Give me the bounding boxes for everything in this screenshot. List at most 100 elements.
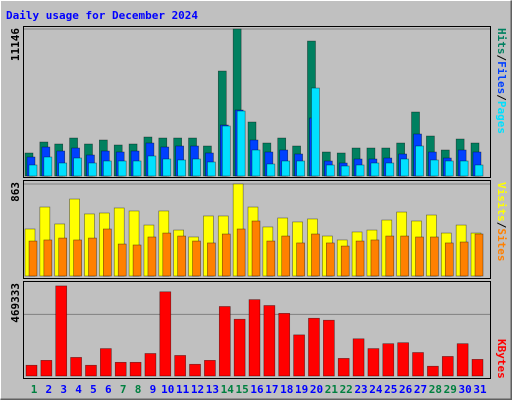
bar <box>103 160 112 177</box>
bar <box>251 220 261 277</box>
bar <box>474 233 484 277</box>
bar <box>70 357 82 377</box>
x-tick-label: 8 <box>135 383 142 396</box>
bar <box>177 159 186 177</box>
bar <box>281 235 291 277</box>
bar <box>441 356 454 377</box>
bar <box>174 355 186 377</box>
bar <box>415 145 424 177</box>
bar <box>266 163 276 177</box>
legend-entry: KBytes <box>495 339 508 379</box>
x-tick-label: 10 <box>161 383 174 396</box>
x-tick-label: 9 <box>150 383 157 396</box>
bar <box>430 236 439 277</box>
legend-entry: Hits <box>495 28 508 55</box>
bar <box>207 161 216 177</box>
bar <box>266 240 276 277</box>
x-tick-label: 30 <box>459 383 472 396</box>
bar <box>326 164 335 177</box>
legend-entry: Visits <box>495 182 508 222</box>
bar <box>207 242 216 277</box>
bar <box>311 87 320 177</box>
bar <box>340 165 350 177</box>
x-tick-label: 18 <box>280 383 293 396</box>
bar <box>159 291 172 377</box>
bar <box>189 363 201 377</box>
bar <box>132 244 142 277</box>
x-tick-label: 6 <box>105 383 112 396</box>
bar <box>251 149 261 177</box>
bar <box>103 228 112 277</box>
legend-entry: Pages <box>495 101 508 134</box>
x-tick-label: 21 <box>325 383 339 396</box>
bar <box>340 245 350 277</box>
x-tick-label: 4 <box>75 383 82 396</box>
legend: Visits/Sites <box>495 182 508 262</box>
x-tick-label: 5 <box>90 383 97 396</box>
x-tick-label: 1 <box>31 383 38 396</box>
legend: Hits/Files/Pages <box>495 28 508 134</box>
bar <box>114 361 127 377</box>
bar <box>459 241 469 277</box>
bar <box>88 237 97 277</box>
bar <box>385 235 395 277</box>
bar <box>456 343 469 377</box>
x-tick-label: 12 <box>191 383 204 396</box>
bar <box>117 160 127 177</box>
bar <box>221 125 231 177</box>
y-tick-label: 11146 <box>9 28 22 61</box>
bar <box>400 158 409 177</box>
x-tick-label: 3 <box>60 383 67 396</box>
bar <box>147 155 157 177</box>
bar <box>308 317 320 377</box>
x-tick-label: 14 <box>221 383 235 396</box>
bar <box>323 319 335 377</box>
bar <box>132 160 142 177</box>
x-tick-label: 11 <box>176 383 190 396</box>
x-tick-label: 28 <box>429 383 442 396</box>
x-tick-label: 24 <box>369 383 383 396</box>
bar <box>192 240 201 277</box>
bar <box>218 306 231 377</box>
bar <box>281 160 291 177</box>
bar <box>278 313 291 377</box>
y-tick-label: 863 <box>9 182 22 202</box>
bar <box>415 236 424 277</box>
bar <box>236 110 246 177</box>
bar <box>58 162 68 177</box>
bar <box>43 239 53 277</box>
legend-separator: / <box>495 94 508 101</box>
bar <box>370 162 380 177</box>
bar <box>73 157 82 177</box>
bar <box>221 233 231 277</box>
bar <box>233 318 246 377</box>
x-tick-label: 20 <box>310 383 323 396</box>
bar <box>55 285 68 377</box>
x-tick-label: 17 <box>265 383 278 396</box>
x-tick-label: 29 <box>444 383 457 396</box>
bar <box>162 232 172 277</box>
x-tick-label: 13 <box>206 383 219 396</box>
x-tick-label: 27 <box>414 383 427 396</box>
bar <box>352 338 365 377</box>
bar <box>326 242 335 277</box>
x-tick-label: 26 <box>399 383 413 396</box>
bar <box>58 237 68 277</box>
bar <box>382 343 395 377</box>
bar <box>471 359 484 377</box>
bar <box>88 162 97 177</box>
bar <box>162 158 172 177</box>
bar <box>296 160 305 177</box>
x-tick-label: 31 <box>473 383 487 396</box>
bar <box>117 243 127 277</box>
y-tick-label: 469333 <box>9 283 22 323</box>
bar <box>444 242 454 277</box>
x-tick-label: 23 <box>354 383 367 396</box>
bar <box>311 233 320 277</box>
bar <box>355 164 365 177</box>
x-tick-label: 2 <box>46 383 53 396</box>
bar <box>147 236 157 277</box>
bar <box>263 305 276 377</box>
x-tick-label: 15 <box>236 383 249 396</box>
